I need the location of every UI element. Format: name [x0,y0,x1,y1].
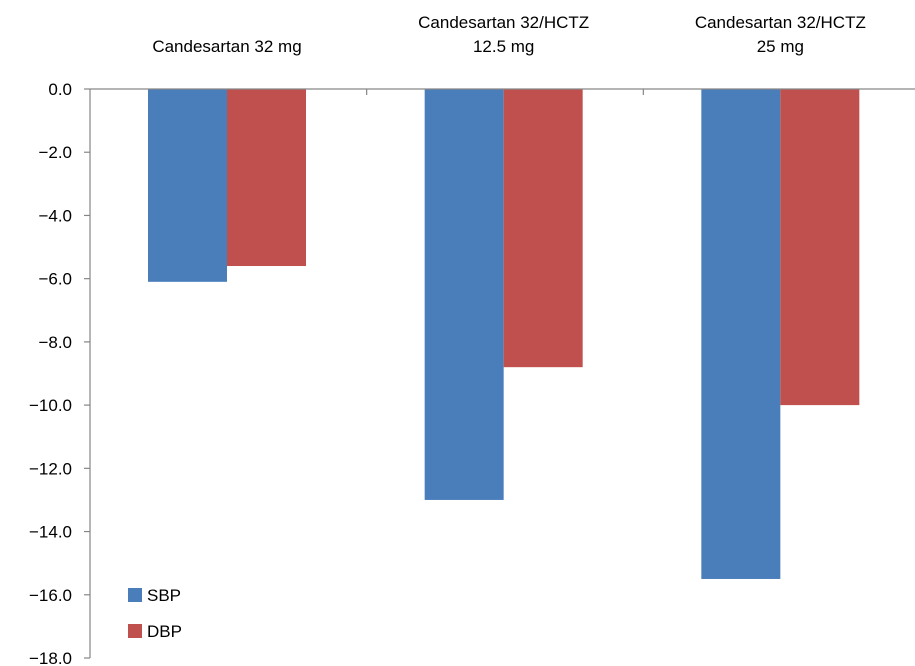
bar-dbp-1 [227,89,306,267]
y-tick-label: −8.0 [38,333,72,352]
y-tick-label: −18.0 [29,649,72,666]
legend: SBP DBP [128,586,182,641]
y-axis-ticks: 0.0 −2.0 −4.0 −6.0 −8.0 −10.0 −12.0 −14.0 −16.0 −… [29,80,90,666]
y-tick-label: −16.0 [29,586,72,605]
bar-sbp-1 [148,89,227,282]
axes [89,88,915,658]
category-label: 25 mg [757,37,804,56]
legend-swatch-dbp [128,624,142,638]
y-tick-label: 0.0 [48,80,72,99]
category-label: Candesartan 32/HCTZ [418,13,589,32]
bars-layer [148,89,860,579]
bar-dbp-2 [503,89,583,368]
y-tick-label: −6.0 [38,270,72,289]
category-label: 12.5 mg [473,37,534,56]
y-tick-label: −14.0 [29,523,72,542]
category-label: Candesartan 32/HCTZ [695,13,866,32]
legend-label-dbp: DBP [147,622,182,641]
bar-sbp-2 [424,89,504,500]
y-tick-label: −10.0 [29,396,72,415]
category-labels: Candesartan 32 mg Candesartan 32/HCTZ 12.5… [152,13,866,56]
legend-swatch-sbp [128,588,142,602]
y-tick-label: −2.0 [38,143,72,162]
category-label: Candesartan 32 mg [152,37,301,56]
bar-dbp-3 [780,89,860,406]
bar-sbp-3 [701,89,781,579]
y-tick-label: −4.0 [38,206,72,225]
legend-label-sbp: SBP [147,586,181,605]
y-tick-label: −12.0 [29,459,72,478]
